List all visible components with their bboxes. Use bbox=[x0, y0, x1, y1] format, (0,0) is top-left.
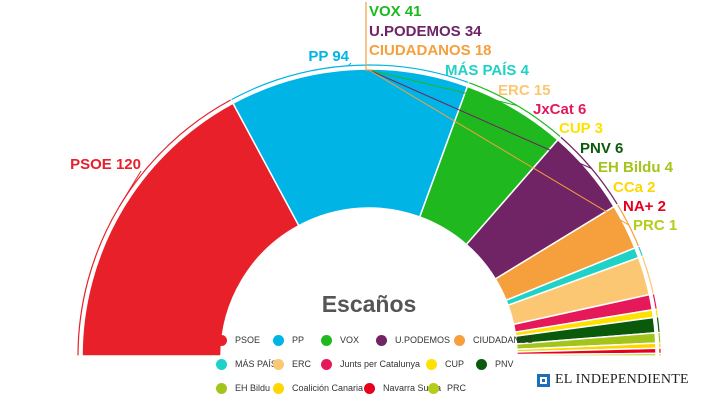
legend-swatch bbox=[321, 334, 332, 346]
legend-item-cup: CUP bbox=[426, 357, 464, 371]
legend-item-eh-bildu: EH Bildu bbox=[216, 381, 270, 395]
brand-logo-icon bbox=[537, 373, 550, 387]
legend-swatch bbox=[426, 358, 437, 370]
legend-item-u-podemos: U.PODEMOS bbox=[376, 333, 450, 347]
legend-label: U.PODEMOS bbox=[395, 335, 451, 345]
legend-label: PP bbox=[292, 335, 305, 345]
legend-item-prc: PRC bbox=[428, 381, 466, 395]
center-label: Escaños bbox=[322, 291, 417, 317]
leader-bracket-erc bbox=[641, 256, 654, 294]
leader-line-u-podemos bbox=[368, 69, 592, 169]
legend-label: PNV bbox=[495, 359, 514, 369]
party-label-pp: PP 94 bbox=[308, 48, 349, 65]
legend-label: CUP bbox=[445, 359, 465, 369]
party-label-navarra-suma: NA+ 2 bbox=[623, 198, 666, 215]
leader-bracket-eh-bildu bbox=[658, 333, 661, 343]
legend-item-mas-pais: MÁS PAÍS bbox=[216, 357, 277, 371]
legend-label: CIUDADANOS bbox=[473, 335, 534, 345]
legend-item-coalicion-canaria: Coalición Canaria bbox=[273, 381, 363, 395]
leader-bracket-pnv bbox=[656, 317, 660, 332]
legend-swatch bbox=[476, 358, 487, 370]
leader-line-ciudadanos bbox=[368, 69, 630, 226]
party-labels: PSOE 120 PP 94 VOX 41 U.PODEMOS 34 CIUDADANO… bbox=[70, 3, 677, 234]
party-label-psoe: PSOE 120 bbox=[70, 156, 141, 173]
party-label-junts-per-catalunya: JxCat 6 bbox=[533, 101, 586, 118]
legend-item-junts-per-catalunya: Junts per Catalunya bbox=[321, 357, 420, 371]
party-label-u-podemos: U.PODEMOS 34 bbox=[369, 23, 482, 40]
legend-label: PSOE bbox=[235, 335, 261, 345]
legend: PSOE PP VOX U.PODEMOS CIUDADANOS MÁS PAÍS ERC J… bbox=[216, 333, 533, 405]
legend-swatch bbox=[376, 334, 387, 346]
legend-item-pp: PP bbox=[273, 333, 304, 347]
leader-line-psoe bbox=[118, 170, 142, 208]
legend-item-erc: ERC bbox=[273, 357, 311, 371]
legend-swatch bbox=[428, 382, 439, 394]
party-label-vox: VOX 41 bbox=[369, 3, 422, 20]
legend-label: EH Bildu bbox=[235, 383, 271, 393]
legend-swatch bbox=[216, 358, 227, 370]
legend-label: Navarra Suma bbox=[383, 383, 442, 393]
group-bracket bbox=[365, 2, 372, 71]
seat-wedge-pp bbox=[231, 68, 469, 227]
leader-line-pp bbox=[347, 62, 352, 67]
legend-item-vox: VOX bbox=[321, 333, 359, 347]
party-label-eh-bildu: EH Bildu 4 bbox=[598, 159, 674, 176]
party-label-mas-pais: MÁS PAÍS 4 bbox=[445, 62, 530, 79]
leader-line-vox bbox=[368, 69, 518, 107]
seat-wedge-psoe bbox=[81, 102, 300, 357]
legend-item-ciudadanos: CIUDADANOS bbox=[454, 333, 533, 347]
seat-arcs bbox=[81, 68, 657, 357]
legend-swatch bbox=[273, 358, 284, 370]
legend-label: PRC bbox=[447, 383, 467, 393]
legend-item-psoe: PSOE bbox=[216, 333, 260, 347]
party-label-ciudadanos: CIUDADANOS 18 bbox=[369, 42, 492, 59]
legend-swatch bbox=[273, 334, 284, 346]
legend-swatch bbox=[216, 382, 227, 394]
leader-bracket-junts-per-catalunya bbox=[652, 294, 657, 309]
legend-item-pnv: PNV bbox=[476, 357, 514, 371]
brand-name: EL INDEPENDIENTE bbox=[555, 372, 689, 387]
legend-swatch bbox=[273, 382, 284, 394]
legend-swatch bbox=[454, 334, 465, 346]
party-label-prc: PRC 1 bbox=[633, 217, 677, 234]
party-label-coalicion-canaria: CCa 2 bbox=[613, 179, 656, 196]
seat-wedge-prc bbox=[516, 352, 657, 357]
leader-bracket-cup bbox=[655, 309, 658, 317]
party-label-pnv: PNV 6 bbox=[580, 140, 623, 157]
label-leaders bbox=[77, 2, 661, 356]
leader-bracket-mas-pais bbox=[638, 246, 643, 256]
legend-swatch bbox=[321, 358, 332, 370]
party-label-cup: CUP 3 bbox=[559, 120, 603, 137]
brand-logo: EL INDEPENDIENTE bbox=[537, 370, 689, 390]
legend-item-navarra-suma: Navarra Suma bbox=[364, 381, 441, 395]
legend-swatch bbox=[216, 334, 227, 346]
legend-label: MÁS PAÍS bbox=[235, 359, 277, 369]
legend-label: VOX bbox=[340, 335, 360, 345]
legend-label: ERC bbox=[292, 359, 312, 369]
legend-swatch bbox=[364, 382, 375, 394]
legend-label: Junts per Catalunya bbox=[340, 359, 421, 369]
party-label-erc: ERC 15 bbox=[498, 82, 551, 99]
legend-label: Coalición Canaria bbox=[292, 383, 364, 393]
